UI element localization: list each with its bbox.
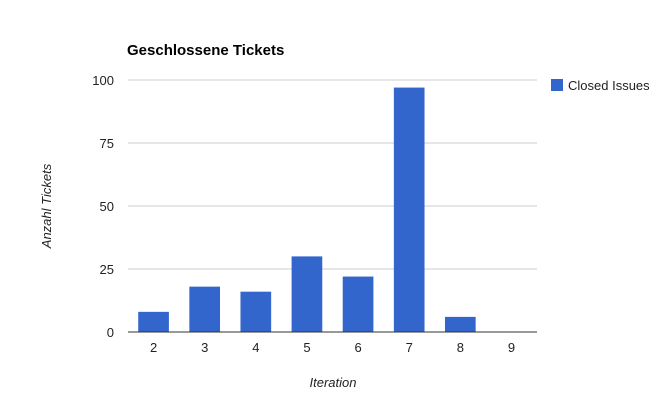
bar-iteration-3[interactable]: [189, 286, 221, 332]
bar-iteration-8[interactable]: [444, 316, 476, 332]
legend-swatch: [551, 79, 563, 91]
x-tick-label: 2: [150, 340, 157, 355]
x-tick-label: 4: [252, 340, 259, 355]
x-tick-labels: 2 3 4 5 6 7 8 9: [150, 340, 515, 355]
y-tick-label: 100: [92, 73, 114, 88]
y-tick-label: 50: [100, 199, 114, 214]
x-tick-label: 3: [201, 340, 208, 355]
y-tick-label: 25: [100, 262, 114, 277]
bar-iteration-6[interactable]: [342, 276, 374, 332]
x-tick-label: 6: [354, 340, 361, 355]
bar-iteration-7[interactable]: [393, 87, 425, 332]
y-tick-label: 0: [107, 325, 114, 340]
y-tick-labels: 0 25 50 75 100: [92, 73, 114, 340]
y-axis-label: Anzahl Tickets: [39, 163, 54, 249]
bar-iteration-5[interactable]: [291, 256, 323, 332]
x-tick-label: 8: [457, 340, 464, 355]
bar-iteration-2[interactable]: [138, 311, 169, 332]
legend: Closed Issues: [551, 78, 650, 93]
bar-iteration-4[interactable]: [240, 291, 272, 332]
x-tick-label: 5: [303, 340, 310, 355]
gridlines: [128, 79, 537, 270]
x-tick-label: 7: [406, 340, 413, 355]
x-axis-label: Iteration: [310, 375, 357, 390]
legend-label-closed-issues: Closed Issues: [568, 78, 650, 93]
y-tick-label: 75: [100, 136, 114, 151]
bars: [138, 87, 476, 332]
chart-title: Geschlossene Tickets: [127, 42, 284, 59]
x-tick-label: 9: [508, 340, 515, 355]
